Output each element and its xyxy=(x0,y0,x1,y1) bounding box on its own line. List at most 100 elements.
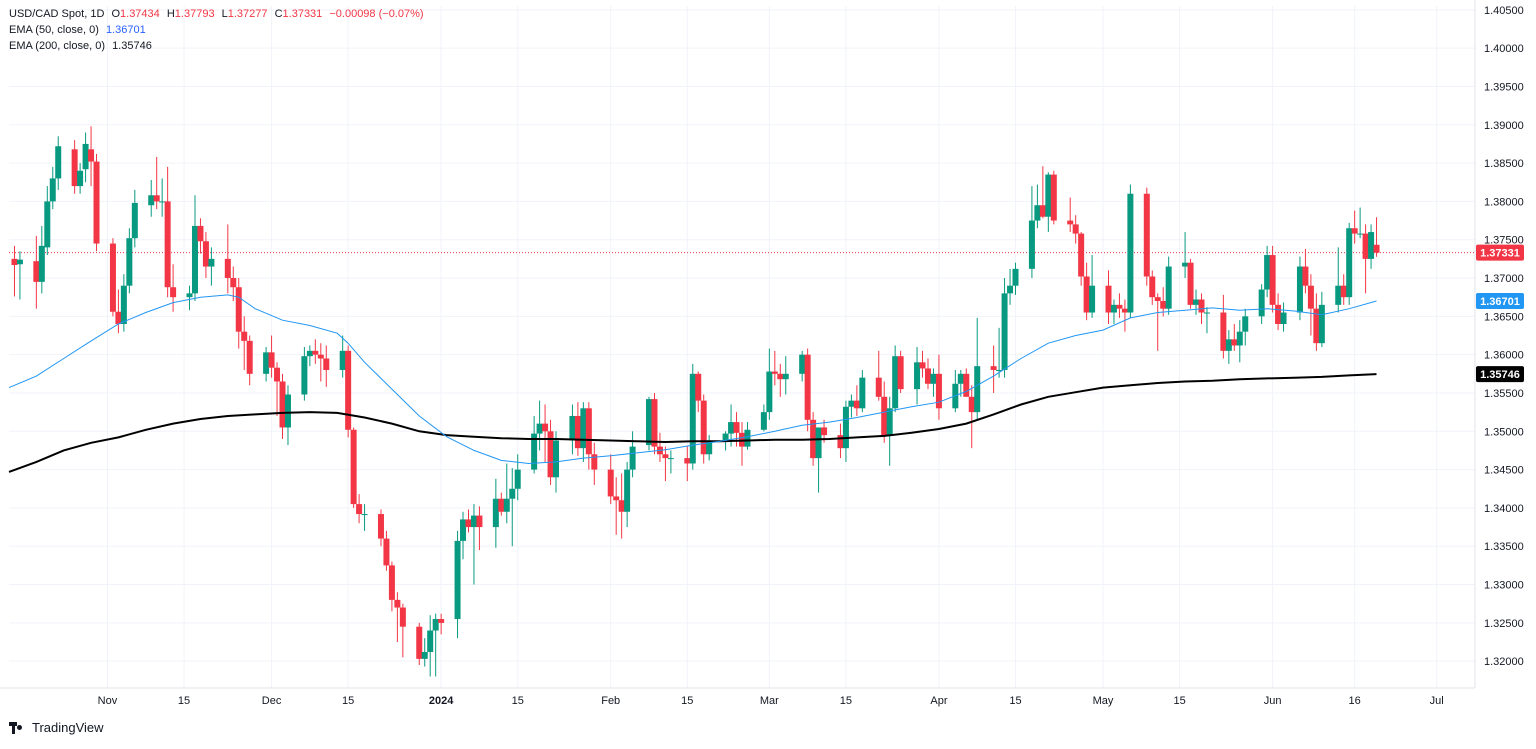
candle-body xyxy=(11,258,18,266)
candle-body xyxy=(1154,297,1161,302)
candle-body xyxy=(509,488,516,499)
candle-body xyxy=(777,373,784,380)
candle-body xyxy=(892,356,899,409)
candle-body xyxy=(859,377,866,409)
candle-body xyxy=(613,496,620,501)
y-tick-label: 1.36500 xyxy=(1484,311,1524,323)
candle-body xyxy=(585,408,592,455)
legend-change-value: −0.00098 (−0.07%) xyxy=(329,8,424,20)
candle-body xyxy=(1182,262,1189,267)
y-tick-label: 1.32500 xyxy=(1484,618,1524,630)
legend-ema50-value: 1.36701 xyxy=(105,24,146,36)
candle-body xyxy=(109,243,116,312)
candle-body xyxy=(1045,174,1052,217)
candle-body xyxy=(279,381,286,428)
legend-ema200-row: EMA (200, close, 0) 1.35746 xyxy=(9,38,424,54)
tradingview-logo-icon xyxy=(9,721,27,734)
candle-body xyxy=(815,427,822,459)
candle-body xyxy=(744,429,751,447)
last-price-badge-bg xyxy=(1476,244,1524,261)
candle-body xyxy=(1193,299,1200,305)
y-tick-label: 1.35000 xyxy=(1484,426,1524,438)
candle-body xyxy=(1165,266,1172,309)
candle-body xyxy=(1203,312,1210,314)
brand-label: TradingView xyxy=(32,720,104,735)
candle-body xyxy=(930,373,937,384)
candle-body xyxy=(317,354,324,359)
candle-body xyxy=(16,259,23,265)
candle-body xyxy=(1007,285,1014,294)
candle-body xyxy=(536,423,543,434)
x-tick-label: Jun xyxy=(1264,695,1282,707)
candle-body xyxy=(1346,228,1353,298)
candle-body xyxy=(274,367,281,382)
candle-body xyxy=(935,373,942,409)
candle-body xyxy=(1236,331,1243,346)
candle-body xyxy=(651,399,658,447)
x-tick-label: 15 xyxy=(512,695,524,707)
candle-body xyxy=(427,630,434,652)
legend-low-label: L xyxy=(221,8,228,20)
y-tick-label: 1.38000 xyxy=(1484,196,1524,208)
x-tick-label: 15 xyxy=(1009,695,1021,707)
candle-body xyxy=(771,371,778,374)
y-tick-label: 1.34500 xyxy=(1484,465,1524,477)
candle-body xyxy=(919,362,926,369)
candle-body xyxy=(848,400,855,407)
candle-body xyxy=(722,433,729,441)
candle-body xyxy=(82,143,89,170)
candle-body xyxy=(1143,193,1150,277)
candle-body xyxy=(1039,205,1046,217)
candle-body xyxy=(345,350,352,430)
candle-body xyxy=(531,433,538,470)
candle-body xyxy=(963,373,970,397)
candle-body xyxy=(1110,304,1117,313)
y-tick-label: 1.33500 xyxy=(1484,541,1524,553)
candle-body xyxy=(1362,233,1369,259)
ema50-badge: 1.36701 xyxy=(1480,296,1520,308)
candle-body xyxy=(55,146,62,179)
candle-body xyxy=(465,519,472,528)
candle-body xyxy=(38,245,45,282)
candle-body xyxy=(312,350,319,355)
candle-body xyxy=(804,354,811,420)
candle-body xyxy=(875,377,882,397)
candle-body xyxy=(760,412,767,430)
ema50-badge-bg xyxy=(1476,292,1524,309)
candle-body xyxy=(799,354,806,374)
candle-body xyxy=(1313,308,1320,344)
y-tick-label: 1.39000 xyxy=(1484,120,1524,132)
y-tick-label: 1.36000 xyxy=(1484,350,1524,362)
legend-ohlc-row: USD/CAD Spot, 1D O1.37434 H1.37793 L1.37… xyxy=(9,8,424,20)
candle-body xyxy=(618,500,625,512)
y-tick-label: 1.40000 xyxy=(1484,43,1524,55)
candle-body xyxy=(153,195,160,202)
candle-body xyxy=(607,469,614,497)
candle-body xyxy=(131,202,138,239)
x-tick-label: Mar xyxy=(760,695,779,707)
candle-body xyxy=(1335,285,1342,305)
candle-body xyxy=(120,285,127,325)
x-tick-label: 16 xyxy=(1349,695,1361,707)
candle-body xyxy=(1012,268,1019,286)
candle-body xyxy=(421,651,428,659)
y-tick-label: 1.39500 xyxy=(1484,81,1524,93)
candle-body xyxy=(924,368,931,384)
tradingview-brand[interactable]: TradingView xyxy=(9,720,104,735)
candle-body xyxy=(306,350,313,357)
candle-body xyxy=(853,400,860,409)
candle-body xyxy=(547,431,554,478)
candle-body xyxy=(1220,312,1227,351)
candle-body xyxy=(202,241,209,267)
candle-body xyxy=(235,287,242,332)
ema200-badge: 1.35746 xyxy=(1480,369,1520,381)
candle-body xyxy=(1307,285,1314,309)
candle-body xyxy=(1280,312,1287,325)
legend-open-label: O xyxy=(111,8,121,20)
candle-body xyxy=(1160,301,1167,309)
legend-ema50-name: EMA (50, close, 0) xyxy=(9,24,99,36)
candle-body xyxy=(1340,285,1347,298)
x-tick-label: Feb xyxy=(601,695,620,707)
candle-body xyxy=(356,504,363,515)
